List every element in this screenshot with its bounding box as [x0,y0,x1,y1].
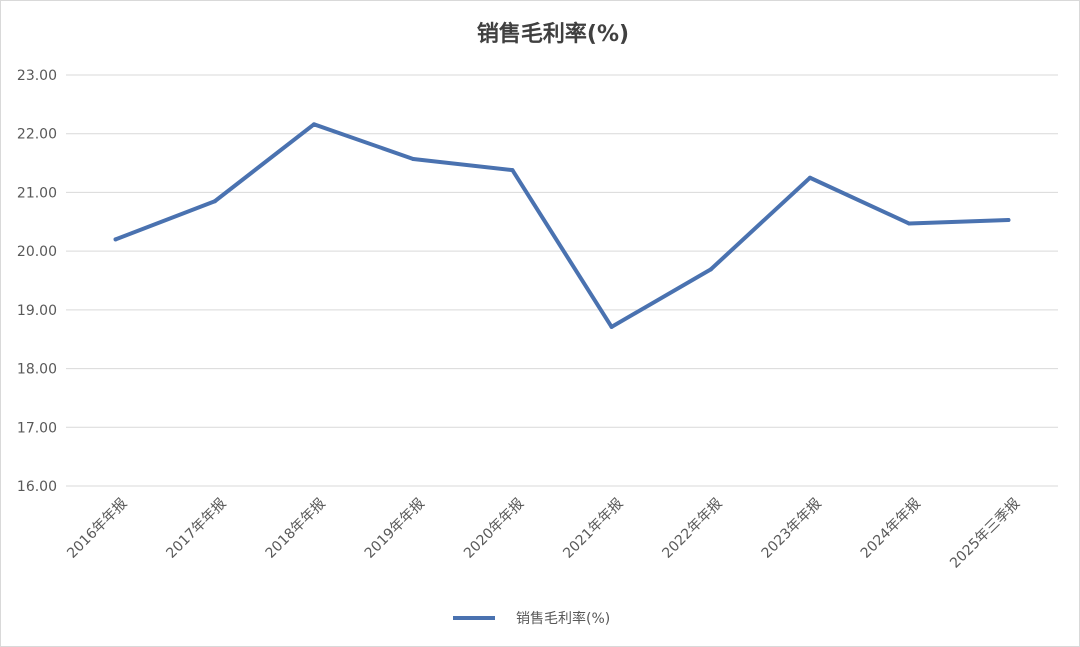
data-point [708,267,713,272]
series-line [113,122,1011,329]
data-point [808,175,812,180]
x-tick-label: 2024年年报 [858,496,924,562]
legend-label: 销售毛利率(%) [516,610,610,627]
data-point [113,237,118,242]
x-tick-label: 2016年年报 [64,496,130,562]
y-tick-label: 16.00 [17,479,57,495]
data-point [907,221,912,226]
data-point [1006,218,1011,223]
data-point [411,156,416,161]
y-tick-label: 20.00 [17,244,57,260]
data-point [312,122,316,127]
x-tick-label: 2017年年报 [163,496,229,562]
x-tick-label: 2020年年报 [461,496,527,562]
y-tick-label: 18.00 [17,362,57,378]
y-tick-label: 17.00 [17,420,57,436]
data-point [510,168,515,173]
data-point [609,324,614,329]
y-tick-label: 21.00 [17,185,57,201]
watermark-text: 网易号 | 诗与星空 [886,612,1045,636]
x-tick-label: 2018年年报 [263,496,329,562]
x-tick-label: 2022年年报 [659,496,725,562]
x-tick-label: 2019年年报 [362,496,428,562]
chart-title: 销售毛利率(%) [477,21,629,47]
data-point [212,199,217,204]
series-layer [113,122,1011,329]
gridlines [66,74,1058,487]
x-tick-label: 2025年三季报 [947,496,1023,572]
y-tick-label: 19.00 [17,303,57,319]
x-axis-ticks: 2016年年报 2017年年报 2018年年报 2019年年报 2020年年报 2021年… [64,496,1023,572]
x-tick-label: 2023年年报 [759,496,825,562]
y-axis-ticks: 16.00 17.00 18.00 19.00 20.00 21.00 22.00 23.00 [17,68,57,495]
y-tick-label: 22.00 [17,127,57,143]
legend: 销售毛利率(%) [453,610,610,627]
x-tick-label: 2021年年报 [560,496,626,562]
y-tick-label: 23.00 [17,68,57,84]
